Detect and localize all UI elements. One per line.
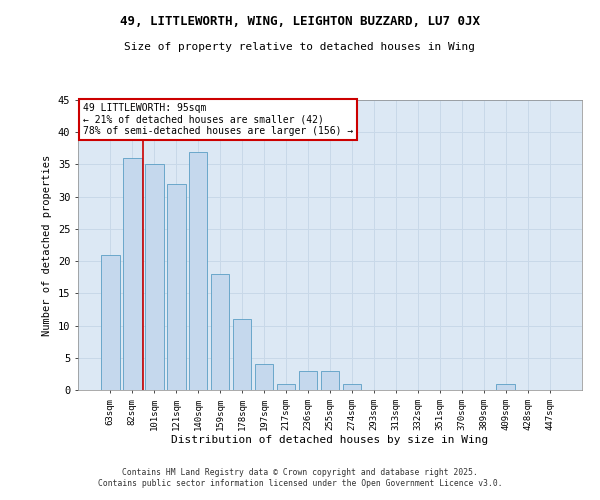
- Bar: [277, 384, 295, 390]
- Y-axis label: Number of detached properties: Number of detached properties: [43, 154, 52, 336]
- Bar: [496, 384, 515, 390]
- Bar: [189, 152, 208, 390]
- Bar: [343, 384, 361, 390]
- Bar: [101, 254, 119, 390]
- Bar: [320, 370, 340, 390]
- Bar: [145, 164, 164, 390]
- Bar: [123, 158, 142, 390]
- Bar: [299, 370, 317, 390]
- Bar: [167, 184, 185, 390]
- Bar: [233, 319, 251, 390]
- Text: Contains HM Land Registry data © Crown copyright and database right 2025.
Contai: Contains HM Land Registry data © Crown c…: [98, 468, 502, 487]
- Bar: [211, 274, 229, 390]
- Bar: [255, 364, 274, 390]
- Text: 49 LITTLEWORTH: 95sqm
← 21% of detached houses are smaller (42)
78% of semi-deta: 49 LITTLEWORTH: 95sqm ← 21% of detached …: [83, 103, 353, 136]
- Text: 49, LITTLEWORTH, WING, LEIGHTON BUZZARD, LU7 0JX: 49, LITTLEWORTH, WING, LEIGHTON BUZZARD,…: [120, 15, 480, 28]
- X-axis label: Distribution of detached houses by size in Wing: Distribution of detached houses by size …: [172, 436, 488, 446]
- Text: Size of property relative to detached houses in Wing: Size of property relative to detached ho…: [125, 42, 476, 52]
